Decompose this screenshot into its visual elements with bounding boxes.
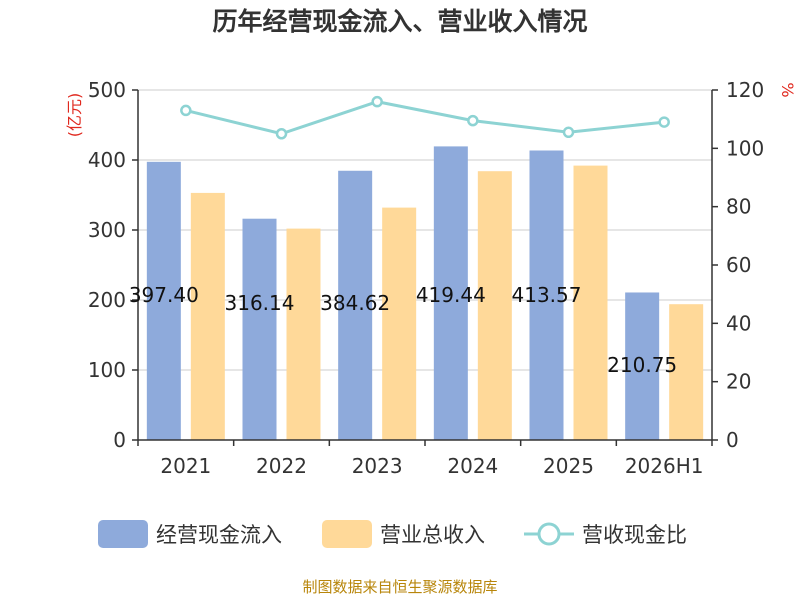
y2-tick-label: 120 xyxy=(726,78,764,102)
x-tick-label: 2021 xyxy=(160,454,211,478)
axes: 0 100 200 300 400 500 0 20 40 60 80 100 120 (亿元)% 2021… xyxy=(65,78,797,478)
ratio-point[interactable] xyxy=(371,95,383,108)
x-tick-label: 2026H1 xyxy=(625,454,704,478)
legend[interactable]: 经营现金流入 营业总收入 营收现金比 xyxy=(98,520,687,548)
legend-label-revenue[interactable]: 营业总收入 xyxy=(380,523,485,547)
ratio-line-path xyxy=(185,100,665,136)
y2-unit-label: % xyxy=(778,82,797,97)
y2-tick-label: 60 xyxy=(726,253,751,277)
data-label: 413.57 xyxy=(512,283,582,307)
x-tick-label: 2025 xyxy=(543,454,594,478)
legend-marker-ratio xyxy=(537,522,561,546)
y2-tick-label: 100 xyxy=(726,136,764,160)
ratio-point[interactable] xyxy=(467,114,479,127)
y-tick-label: 100 xyxy=(88,358,126,382)
ratio-point[interactable] xyxy=(180,104,192,117)
chart-title: 历年经营现金流入、营业收入情况 xyxy=(212,7,587,36)
x-tick-label: 2024 xyxy=(447,454,498,478)
y-tick-label: 0 xyxy=(113,428,126,452)
bar-cash-inflow[interactable] xyxy=(338,170,373,441)
bar-revenue[interactable] xyxy=(669,304,704,440)
grid xyxy=(138,89,712,371)
bars xyxy=(146,146,704,441)
bar-revenue[interactable] xyxy=(382,207,417,440)
y-tick-label: 500 xyxy=(88,78,126,102)
bar-revenue[interactable] xyxy=(573,165,608,440)
bar-cash-inflow[interactable] xyxy=(146,161,181,440)
y2-tick-label: 0 xyxy=(726,428,739,452)
bar-cash-inflow[interactable] xyxy=(433,146,468,440)
bar-revenue[interactable] xyxy=(190,192,225,440)
bar-cash-inflow[interactable] xyxy=(529,150,564,440)
y2-tick-label: 40 xyxy=(726,311,751,335)
y2-tick-label: 20 xyxy=(726,370,751,394)
bar-revenue[interactable] xyxy=(477,171,512,440)
ratio-point[interactable] xyxy=(658,116,670,128)
y-tick-label: 400 xyxy=(88,148,126,172)
data-label: 210.75 xyxy=(607,353,677,377)
x-tick-label: 2022 xyxy=(256,454,307,478)
bar-revenue[interactable] xyxy=(286,228,321,440)
bar-cash-inflow[interactable] xyxy=(625,292,660,440)
ratio-line xyxy=(180,95,670,140)
legend-swatch-cash-inflow[interactable] xyxy=(98,520,148,548)
data-label: 397.40 xyxy=(129,283,199,307)
data-label: 316.14 xyxy=(225,291,295,315)
data-labels: 397.40 316.14 384.62 419.44 413.57 210.75 xyxy=(129,283,677,377)
data-label: 384.62 xyxy=(320,291,390,315)
y-unit-label: (亿元) xyxy=(65,93,84,138)
y2-tick-label: 80 xyxy=(726,195,751,219)
y-tick-label: 200 xyxy=(88,288,126,312)
data-label: 419.44 xyxy=(416,283,486,307)
ratio-point[interactable] xyxy=(562,126,575,139)
legend-label-cash-inflow[interactable]: 经营现金流入 xyxy=(156,523,282,547)
y-tick-label: 300 xyxy=(88,218,126,242)
legend-label-ratio[interactable]: 营收现金比 xyxy=(582,523,687,547)
legend-swatch-revenue[interactable] xyxy=(322,520,372,548)
ratio-point[interactable] xyxy=(275,128,288,140)
bar-cash-inflow[interactable] xyxy=(242,218,277,440)
x-tick-label: 2023 xyxy=(352,454,403,478)
source-note: 制图数据来自恒生聚源数据库 xyxy=(302,578,497,596)
